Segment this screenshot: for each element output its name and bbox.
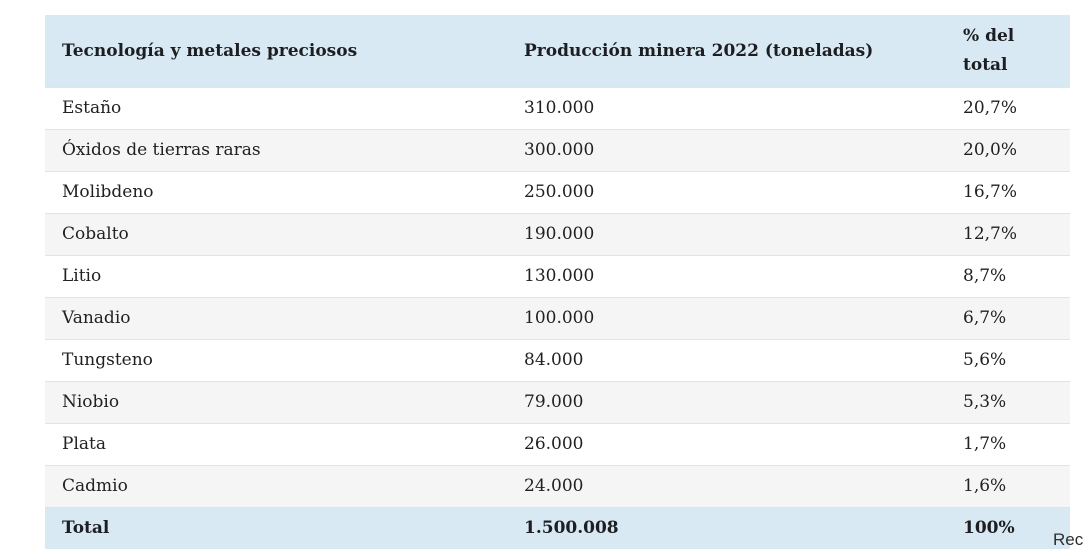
cell-percent: 12,7% — [963, 224, 1018, 244]
cell-production: 26.000 — [524, 434, 584, 454]
col-header-material: Tecnología y metales preciosos — [45, 15, 507, 88]
table-row: Cadmio 24.000 1,6% — [45, 465, 1070, 508]
cell-production: 84.000 — [524, 350, 584, 370]
col-header-percent: % del total — [946, 15, 1070, 88]
cell-material: Vanadio — [62, 308, 131, 328]
cell-material: Niobio — [62, 392, 120, 412]
col-header-production: Producción minera 2022 (toneladas) — [507, 15, 946, 88]
cell-production: 310.000 — [524, 98, 595, 118]
cell-production: 24.000 — [524, 476, 584, 496]
table-row: Vanadio 100.000 6,7% — [45, 297, 1070, 340]
cell-material: Estaño — [62, 98, 122, 118]
cell-production: 300.000 — [524, 140, 595, 160]
cell-percent: 1,7% — [963, 434, 1007, 454]
cell-percent: 5,6% — [963, 350, 1007, 370]
cell-material: Cadmio — [62, 476, 128, 496]
cell-material: Plata — [62, 434, 106, 454]
header-row: Tecnología y metales preciosos Producció… — [45, 15, 1070, 88]
truncated-caption-text: Rec — [1053, 530, 1084, 549]
cell-production: 250.000 — [524, 182, 595, 202]
table-row: Niobio 79.000 5,3% — [45, 381, 1070, 424]
table-header: Tecnología y metales preciosos Producció… — [45, 15, 1070, 88]
cell-production: 130.000 — [524, 266, 595, 286]
cell-material: Litio — [62, 266, 102, 286]
cell-percent: 8,7% — [963, 266, 1007, 286]
cell-percent: 1,6% — [963, 476, 1007, 496]
table-row: Estaño 310.000 20,7% — [45, 87, 1070, 130]
cell-percent: 6,7% — [963, 308, 1007, 328]
cell-production: 190.000 — [524, 224, 595, 244]
cell-percent: 20,0% — [963, 140, 1018, 160]
cell-percent: 5,3% — [963, 392, 1007, 412]
cell-total-percent: 100% — [963, 518, 1015, 538]
cell-material: Molibdeno — [62, 182, 154, 202]
table-body: Estaño 310.000 20,7% Óxidos de tierras r… — [45, 87, 1070, 508]
table-row: Molibdeno 250.000 16,7% — [45, 171, 1070, 214]
minerals-production-table: Tecnología y metales preciosos Producció… — [45, 15, 1070, 549]
cell-material: Cobalto — [62, 224, 129, 244]
table-row: Cobalto 190.000 12,7% — [45, 213, 1070, 256]
cell-total-label: Total — [62, 518, 110, 538]
table-row: Plata 26.000 1,7% — [45, 423, 1070, 466]
cell-total-production: 1.500.008 — [524, 518, 619, 538]
table-row: Tungsteno 84.000 5,6% — [45, 339, 1070, 382]
cell-material: Óxidos de tierras raras — [62, 140, 261, 160]
cell-percent: 20,7% — [963, 98, 1018, 118]
cell-material: Tungsteno — [62, 350, 153, 370]
cell-percent: 16,7% — [963, 182, 1018, 202]
table-row: Óxidos de tierras raras 300.000 20,0% — [45, 129, 1070, 172]
table-row: Litio 130.000 8,7% — [45, 255, 1070, 298]
cell-production: 79.000 — [524, 392, 584, 412]
table-footer: Total 1.500.008 100% — [45, 507, 1070, 549]
total-row: Total 1.500.008 100% — [45, 507, 1070, 549]
cell-production: 100.000 — [524, 308, 595, 328]
